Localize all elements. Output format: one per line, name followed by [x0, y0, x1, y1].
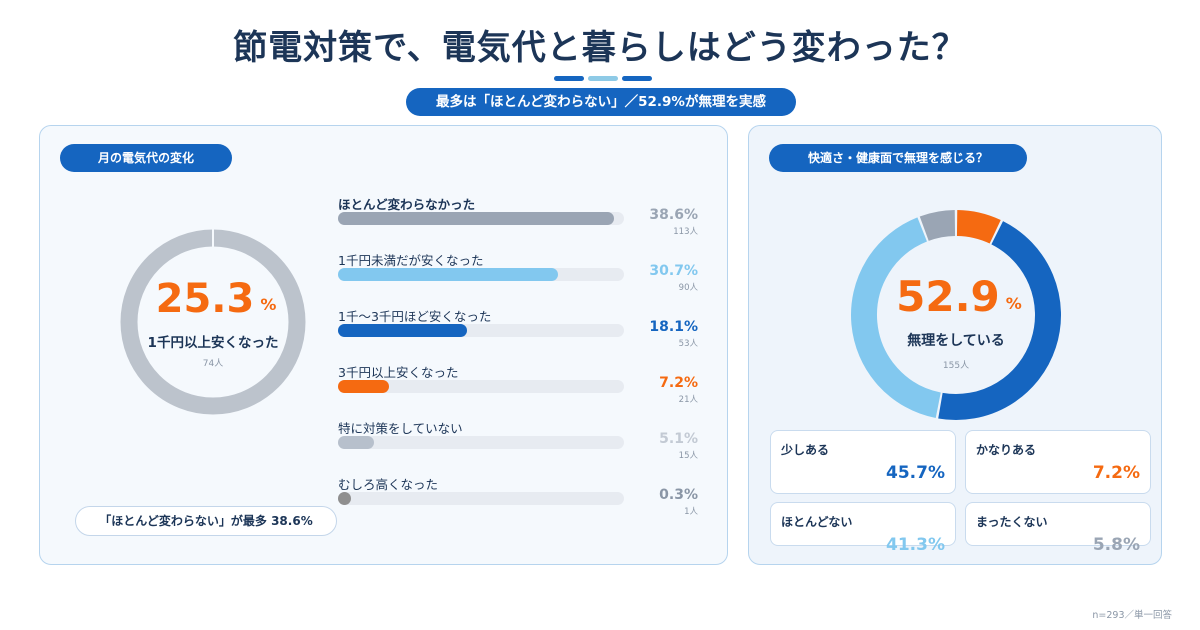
bar-value-label: 38.6% [649, 207, 698, 223]
bar-label: 3千円以上安くなった [338, 365, 459, 380]
bar [338, 212, 614, 225]
stat-value: 7.2% [1092, 463, 1140, 483]
bar-label: 1千円未満だが安くなった [338, 253, 484, 268]
donut-slice [851, 217, 942, 419]
bar [338, 268, 558, 281]
stat-label: まったくない [976, 515, 1048, 529]
bar-track [338, 324, 624, 337]
stat-card-little: 少しある 45.7% [770, 430, 956, 494]
summary-pill: 「ほとんど変わらない」が最多 38.6% [75, 506, 337, 536]
right-donut-count: 155人 [942, 361, 970, 371]
bar-track [338, 436, 624, 449]
stat-label: かなりある [976, 443, 1037, 457]
stat-value: 5.8% [1092, 535, 1140, 555]
bar-value-label: 18.1% [649, 319, 698, 335]
left-donut-count: 74人 [202, 359, 224, 369]
donut-slice [938, 221, 1061, 420]
left-donut-unit: % [260, 295, 277, 314]
deco-bar-1 [554, 76, 584, 81]
bar [338, 380, 390, 393]
right-donut-chart [851, 210, 1061, 420]
right-donut-unit: % [1005, 294, 1022, 313]
left-donut-label: 1千円以上安くなった [147, 335, 279, 351]
right-donut-center: 52.9% [849, 272, 1063, 321]
bar-count-label: 113人 [673, 227, 698, 237]
strain-card: 快適さ・健康面で無理を感じる？ 52.9% 無理をしている 155人 少しある … [748, 125, 1162, 565]
bar-value-label: 0.3% [659, 487, 698, 503]
left-donut-chart [120, 228, 306, 415]
stat-card-none: まったくない 5.8% [965, 502, 1151, 555]
bar-label: 1千〜3千円ほど安くなった [338, 309, 492, 324]
bar-track [338, 212, 624, 225]
donut-slice [919, 210, 956, 242]
bar-value-label: 7.2% [659, 375, 698, 391]
left-panel-header: 月の電気代の変化 [60, 144, 232, 172]
bar-count-label: 15人 [678, 451, 698, 461]
stat-card-hardly: ほとんどない 41.3% [770, 502, 956, 555]
right-donut-label: 無理をしている [907, 333, 1005, 349]
subtitle-pill: 最多は「ほとんど変わらない」／52.9%が無理を実感 [406, 88, 796, 116]
bar-label: むしろ高くなった [338, 477, 439, 492]
right-donut-value: 52.9 [896, 272, 1000, 321]
page-title: 節電対策で、電気代と暮らしはどう変わった？ [233, 28, 967, 68]
donut-track [120, 229, 306, 415]
bar-value-label: 30.7% [649, 263, 698, 279]
stat-label: ほとんどない [781, 515, 853, 529]
electricity-change-card: 月の電気代の変化 25.3% 1千円以上安くなった 74人 ほとんど変わらなかっ… [39, 125, 728, 565]
deco-bar-2 [588, 76, 618, 81]
bar-count-label: 90人 [678, 283, 698, 293]
deco-bar-3 [622, 76, 652, 81]
stat-card-quite: かなりある 7.2% [965, 430, 1151, 494]
bar-track [338, 492, 624, 505]
title-decoration [554, 76, 652, 81]
bar-track [338, 268, 624, 281]
footnote: n=293／単一回答 [1092, 610, 1172, 621]
right-panel-header: 快適さ・健康面で無理を感じる？ [769, 144, 1027, 172]
donut-slice [956, 210, 1001, 244]
bar-value-label: 5.1% [659, 431, 698, 447]
left-donut-center: 25.3% [113, 276, 313, 322]
bar-track [338, 380, 624, 393]
stat-label: 少しある [781, 443, 830, 457]
bar-label: ほとんど変わらなかった [338, 197, 476, 212]
bar [338, 492, 351, 505]
stat-value: 45.7% [886, 463, 945, 483]
stat-value: 41.3% [886, 535, 945, 555]
left-donut-value: 25.3 [155, 276, 255, 322]
bar [338, 324, 468, 337]
bar-count-label: 21人 [678, 395, 698, 405]
bar [338, 436, 375, 449]
bar-label: 特に対策をしていない [338, 421, 463, 436]
bar-count-label: 53人 [678, 339, 698, 349]
bar-count-label: 1人 [684, 507, 698, 517]
